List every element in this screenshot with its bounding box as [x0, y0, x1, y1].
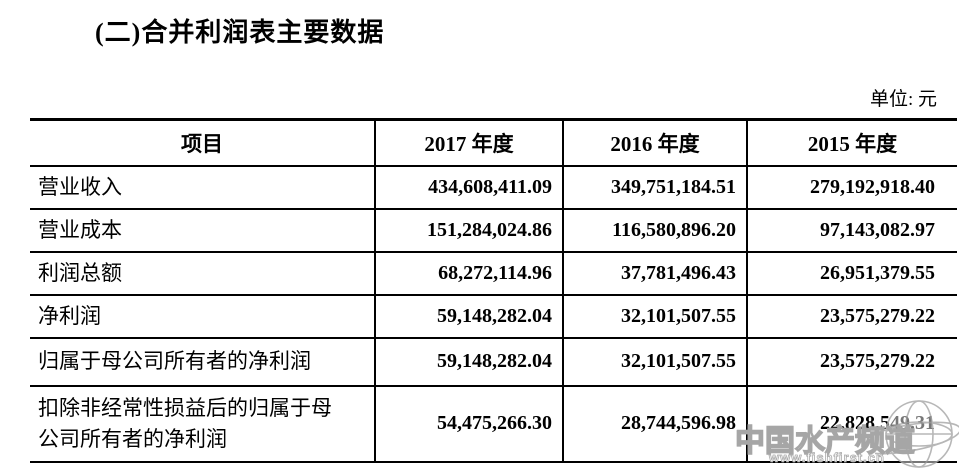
table-row: 利润总额 68,272,114.96 37,781,496.43 26,951,…: [30, 250, 957, 296]
row-label: 归属于母公司所有者的净利润: [30, 336, 375, 387]
table-row: 净利润 59,148,282.04 32,101,507.55 23,575,2…: [30, 293, 957, 339]
row-label: 扣除非经常性损益后的归属于母公司所有者的净利润: [30, 384, 375, 463]
income-statement-table: 项目 2017 年度 2016 年度 2015 年度 营业收入 434,608,…: [30, 118, 957, 463]
header-item: 项目: [30, 118, 375, 167]
header-2015: 2015 年度: [746, 118, 957, 167]
cell-2017: 68,272,114.96: [374, 250, 563, 296]
cell-2017: 54,475,266.30: [374, 384, 563, 463]
table-row: 营业收入 434,608,411.09 349,751,184.51 279,1…: [30, 164, 957, 210]
cell-2017: 59,148,282.04: [374, 336, 563, 387]
cell-2016: 37,781,496.43: [562, 250, 747, 296]
row-label: 利润总额: [30, 250, 375, 296]
row-label: 营业成本: [30, 207, 375, 253]
cell-2015: 97,143,082.97: [746, 207, 957, 253]
header-2017: 2017 年度: [374, 118, 563, 167]
table-header-row: 项目 2017 年度 2016 年度 2015 年度: [30, 118, 957, 167]
row-label: 净利润: [30, 293, 375, 339]
cell-2017: 59,148,282.04: [374, 293, 563, 339]
row-label: 营业收入: [30, 164, 375, 210]
header-2016: 2016 年度: [562, 118, 747, 167]
cell-2016: 28,744,596.98: [562, 384, 747, 463]
cell-2015-obscured: 22,828,549.31: [746, 384, 957, 463]
cell-2015: 23,575,279.22: [746, 336, 957, 387]
cell-2015: 26,951,379.55: [746, 250, 957, 296]
cell-2017: 434,608,411.09: [374, 164, 563, 210]
cell-2016: 349,751,184.51: [562, 164, 747, 210]
table-row: 归属于母公司所有者的净利润 59,148,282.04 32,101,507.5…: [30, 336, 957, 387]
table-row: 扣除非经常性损益后的归属于母公司所有者的净利润 54,475,266.30 28…: [30, 384, 957, 463]
cell-2016: 116,580,896.20: [562, 207, 747, 253]
cell-2015: 23,575,279.22: [746, 293, 957, 339]
unit-label: 单位: 元: [869, 89, 937, 110]
cell-2017: 151,284,024.86: [374, 207, 563, 253]
cell-2016: 32,101,507.55: [562, 336, 747, 387]
table-row: 营业成本 151,284,024.86 116,580,896.20 97,14…: [30, 207, 957, 253]
cell-2015: 279,192,918.40: [746, 164, 957, 210]
page-title: (二)合并利润表主要数据: [95, 18, 385, 47]
cell-2016: 32,101,507.55: [562, 293, 747, 339]
